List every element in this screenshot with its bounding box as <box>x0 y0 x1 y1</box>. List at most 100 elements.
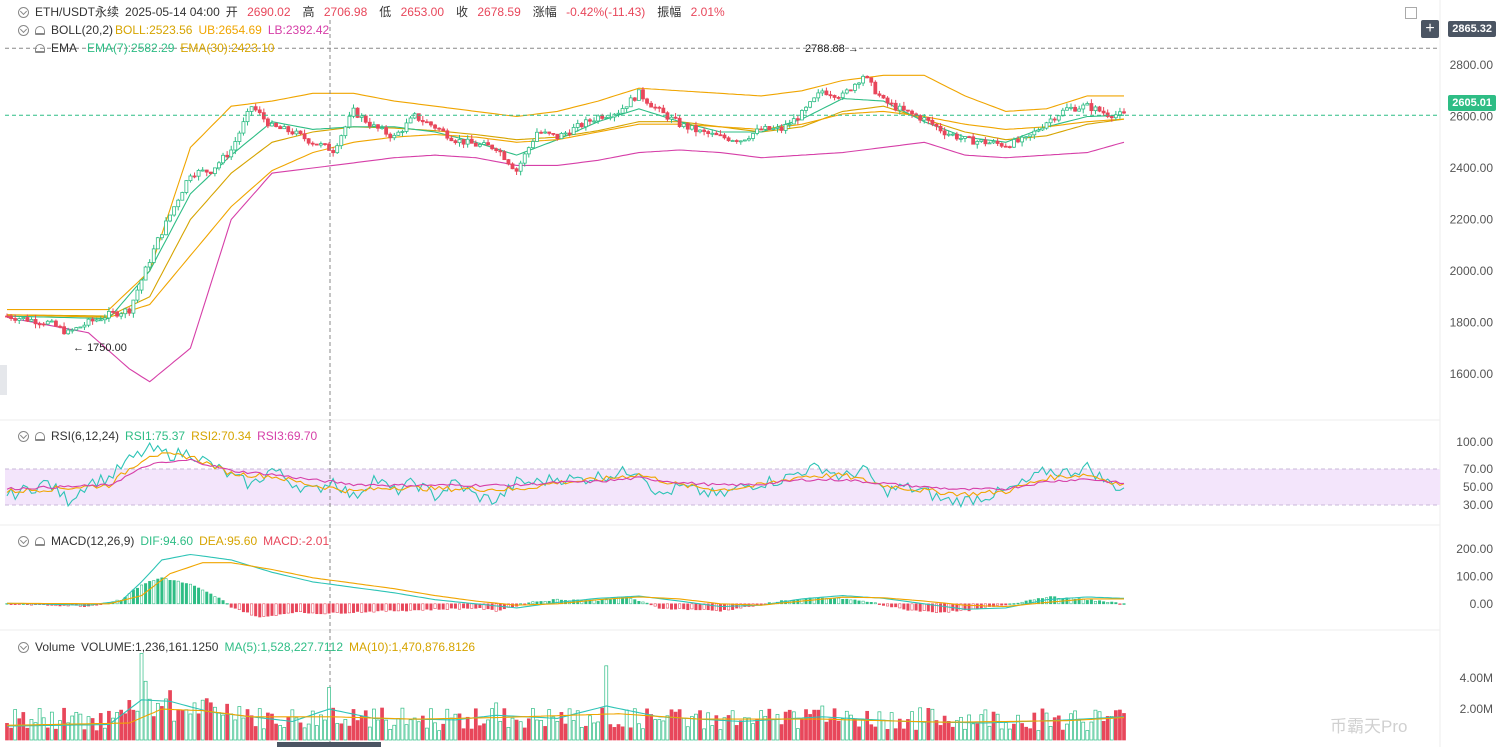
rsi3-value: RSI3:69.70 <box>257 429 318 443</box>
volume-bar <box>461 728 466 741</box>
volume-bar <box>897 718 902 741</box>
volume-bar <box>653 719 658 741</box>
candle-body <box>755 128 760 134</box>
volume-bar <box>1052 717 1057 741</box>
add-alert-button[interactable]: + <box>1421 20 1439 38</box>
candle-body <box>449 137 454 142</box>
volume-bar <box>261 728 266 741</box>
candle-body <box>816 92 821 99</box>
volume-bar <box>1020 723 1024 741</box>
candle-body <box>314 143 319 146</box>
volume-bar <box>747 717 751 741</box>
ema30-value: EMA(30):2423.10 <box>180 41 275 55</box>
macd-name: MACD(12,26,9) <box>51 534 135 548</box>
volume-bar <box>351 709 356 741</box>
macd-histogram-bar <box>678 603 682 609</box>
macd-histogram-bar <box>877 603 881 605</box>
candle-body <box>200 169 205 172</box>
alert-bell-icon[interactable] <box>35 26 45 35</box>
macd-histogram-bar <box>441 603 445 610</box>
candle-body <box>111 310 115 313</box>
volume-bar <box>310 710 315 741</box>
macd-histogram-bar <box>184 583 188 605</box>
candle-body <box>58 325 62 328</box>
volume-bar <box>641 728 645 741</box>
rsi-series-3-line <box>6 458 1124 491</box>
candle-body <box>253 106 258 111</box>
candle-body <box>869 77 874 83</box>
macd-histogram-bar <box>922 603 926 611</box>
candle-body <box>107 310 111 319</box>
fullscreen-icon[interactable] <box>1405 7 1417 19</box>
candle-body <box>1056 115 1061 121</box>
macd-histogram-bar <box>674 603 678 610</box>
candle-body <box>33 319 38 325</box>
alert-bell-icon[interactable] <box>35 44 45 53</box>
candle-body <box>343 126 348 137</box>
volume-bar <box>33 722 38 741</box>
candle-body <box>5 315 9 318</box>
volume-bar <box>453 713 458 741</box>
candle-body <box>722 134 727 139</box>
volume-bar <box>661 720 666 741</box>
volume-bar <box>107 710 111 741</box>
alert-bell-icon[interactable] <box>35 432 45 441</box>
candle-body <box>282 126 287 130</box>
macd-histogram-bar <box>290 603 294 614</box>
collapse-icon[interactable] <box>18 7 29 18</box>
left-panel-toggle[interactable] <box>0 365 7 395</box>
macd-histogram-bar <box>906 603 910 611</box>
candle-body <box>70 329 75 332</box>
candle-body <box>1003 145 1008 148</box>
macd-histogram-bar <box>213 596 217 605</box>
candle-body <box>983 139 988 145</box>
macd-histogram-bar <box>845 598 849 605</box>
macd-histogram-bar <box>853 599 857 605</box>
candle-body <box>127 308 132 314</box>
volume-bar <box>514 719 519 741</box>
candle-body <box>901 105 906 111</box>
macd-histogram-bar <box>437 603 441 610</box>
volume-bar <box>881 719 886 741</box>
candle-body <box>848 89 853 92</box>
candle-body <box>74 327 79 331</box>
macd-histogram-bar <box>943 603 947 613</box>
macd-histogram-bar <box>1004 603 1008 606</box>
candle-body <box>987 142 992 145</box>
volume-bar <box>718 729 723 741</box>
candle-body <box>828 94 833 97</box>
collapse-icon[interactable] <box>18 642 29 653</box>
volume-bar <box>119 709 123 741</box>
boll-ub: UB:2654.69 <box>198 23 262 37</box>
candle-body <box>1097 106 1102 112</box>
volume-bar <box>730 710 735 741</box>
macd-histogram-bar <box>168 580 172 605</box>
candle-body <box>192 175 197 178</box>
candle-body <box>718 134 723 137</box>
volume-bar <box>902 728 906 741</box>
candle-body <box>302 133 307 140</box>
collapse-icon[interactable] <box>18 536 29 547</box>
macd-histogram-bar <box>939 603 943 613</box>
collapse-icon[interactable] <box>18 25 29 36</box>
candle-body <box>319 143 323 146</box>
candle-body <box>168 214 172 222</box>
macd-histogram-bar <box>327 603 331 614</box>
macd-dif-line <box>6 553 1125 610</box>
volume-bar <box>1065 723 1069 741</box>
volume-bar <box>637 723 641 741</box>
candle-body <box>787 123 792 126</box>
macd-histogram-bar <box>246 603 250 613</box>
volume-bar <box>963 728 967 741</box>
volume-bar <box>457 713 462 741</box>
rsi-overbought-band <box>5 469 1440 505</box>
volume-bar <box>604 665 609 741</box>
macd-histogram-bar <box>303 603 307 614</box>
candle-body <box>37 323 42 326</box>
volume-bar <box>1003 722 1008 741</box>
macd-histogram-bar <box>400 603 404 611</box>
candle-body <box>1085 103 1090 106</box>
alert-bell-icon[interactable] <box>35 537 45 546</box>
collapse-icon[interactable] <box>18 431 29 442</box>
